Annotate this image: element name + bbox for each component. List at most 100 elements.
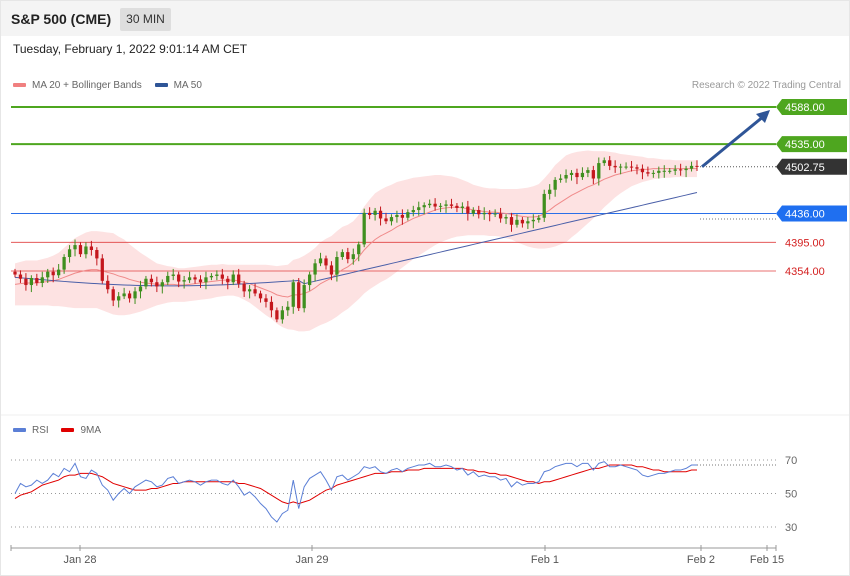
ma50-swatch [154, 83, 168, 88]
candle-body [597, 163, 601, 179]
candle-body [89, 246, 94, 250]
candle-body [602, 160, 606, 164]
candle-body [160, 282, 164, 287]
level-tag-4588.00 [776, 99, 847, 115]
forecast-arrow-line [701, 114, 765, 168]
level-label-4502.75: 4502.75 [785, 162, 825, 174]
candle-body [335, 257, 339, 275]
candle-body [209, 275, 214, 278]
candle-body [531, 219, 535, 222]
candle-body [433, 203, 437, 207]
legend-rsi-label: RSI [32, 425, 49, 436]
candle-body [635, 167, 639, 169]
legend-ma20-label: MA 20 + Bollinger Bands [32, 80, 142, 91]
candle-body [455, 205, 459, 208]
candle-body [215, 274, 219, 276]
candle-body [51, 271, 55, 276]
candle-body [449, 204, 454, 206]
candle-body [411, 210, 415, 213]
rsi-tick-label: 70 [785, 455, 797, 467]
candle-body [520, 219, 525, 224]
candle-body [668, 170, 672, 172]
candle-body [493, 213, 497, 215]
candle-body [258, 293, 263, 299]
candle-body [673, 169, 677, 171]
candle-body [302, 285, 306, 309]
candle-body [368, 212, 372, 215]
candle-body [144, 278, 148, 287]
level-tag-4535.00 [776, 136, 847, 153]
price-legend: MA 20 + Bollinger Bands MA 50 [13, 80, 212, 91]
candle-body [629, 166, 634, 168]
candle-body [237, 274, 241, 284]
candle-body [138, 286, 143, 292]
x-tick-label: Feb 2 [687, 554, 715, 566]
rsi-tick-label: 50 [785, 489, 797, 501]
candle-body [204, 277, 208, 283]
candle-body [684, 168, 688, 171]
candle-body [24, 278, 28, 286]
candle-body [193, 277, 197, 280]
candle-body [346, 252, 350, 260]
candle-body [575, 172, 579, 178]
candle-body [651, 172, 655, 174]
candle-body [13, 271, 17, 275]
candle-body [482, 212, 486, 215]
candle-body [422, 205, 426, 208]
candle-body [438, 205, 443, 207]
legend-ma50-label: MA 50 [173, 80, 202, 91]
candle-body [548, 189, 552, 194]
candle-body [286, 306, 290, 311]
timeframe-badge[interactable]: 30 MIN [120, 8, 171, 31]
candle-body [95, 250, 99, 259]
candle-body [542, 193, 546, 218]
candle-body [406, 212, 410, 218]
rsi-swatch [13, 428, 26, 433]
candle-body [695, 165, 699, 167]
candle-body [78, 245, 83, 255]
candle-body [187, 277, 192, 281]
candle-body [662, 170, 666, 172]
rsi-tick-label: 30 [785, 522, 797, 534]
candle-body [624, 166, 628, 168]
ma20-line [14, 168, 697, 298]
candle-body [57, 269, 61, 276]
candle-body [515, 219, 519, 225]
candle-body [591, 170, 595, 179]
candle-body [226, 278, 230, 283]
candle-body [84, 246, 88, 255]
forecast-arrow-head [756, 110, 770, 123]
candle-body [122, 293, 126, 297]
ma20-swatch [13, 83, 26, 88]
candle-body [488, 212, 492, 215]
candle-body [117, 296, 121, 301]
candle-body [389, 217, 394, 222]
level-label-4354.00: 4354.00 [785, 266, 825, 278]
candle-body [220, 274, 224, 279]
candle-body [155, 282, 159, 287]
candle-body [133, 291, 137, 299]
candle-body [62, 257, 66, 270]
candle-body [564, 174, 568, 179]
candle-body [253, 289, 257, 294]
x-tick-label: Jan 29 [295, 554, 328, 566]
candle-body [569, 172, 574, 175]
candle-body [318, 258, 323, 264]
candle-body [106, 280, 110, 290]
instrument-title: S&P 500 (CME) [11, 11, 112, 27]
timestamp: Tuesday, February 1, 2022 9:01:14 AM CET [13, 42, 248, 56]
level-label-4535.00: 4535.00 [785, 139, 825, 151]
legend-ma20: MA 20 + Bollinger Bands [13, 80, 142, 91]
candle-body [177, 274, 181, 282]
x-tick-label: Feb 1 [531, 554, 559, 566]
candle-body [264, 298, 268, 302]
legend-ma50: MA 50 [154, 80, 202, 91]
legend-9ma: 9MA [61, 425, 101, 436]
candle-body [357, 244, 361, 255]
candle-body [689, 165, 694, 169]
ma9-line [14, 464, 697, 505]
candle-body [275, 310, 279, 320]
candle-body [613, 165, 617, 168]
candle-body [149, 278, 154, 283]
